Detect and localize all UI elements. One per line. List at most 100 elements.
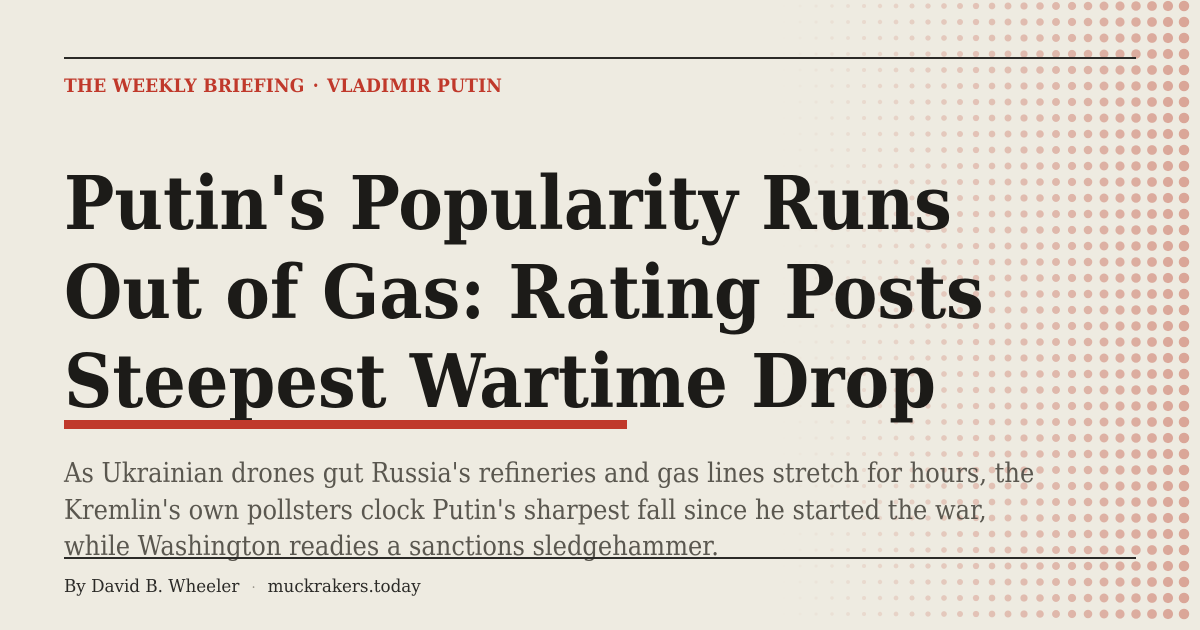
halftone-dot <box>988 242 996 250</box>
halftone-dot <box>1052 434 1060 442</box>
halftone-dot <box>1067 497 1077 507</box>
halftone-dot <box>1099 465 1109 475</box>
halftone-dot <box>1099 337 1109 347</box>
halftone-dot <box>1147 433 1157 443</box>
halftone-dot <box>1004 322 1012 330</box>
halftone-dot <box>1162 256 1174 268</box>
halftone-dot <box>1147 193 1157 203</box>
halftone-dot <box>972 482 980 490</box>
halftone-dot <box>941 435 947 441</box>
halftone-dot <box>988 370 996 378</box>
halftone-dot <box>925 419 931 425</box>
halftone-dot <box>830 436 834 440</box>
halftone-dot <box>830 420 834 424</box>
halftone-dot <box>909 563 915 569</box>
halftone-dot <box>782 132 786 136</box>
halftone-dot <box>941 67 947 73</box>
halftone-dot <box>988 402 996 410</box>
halftone-dot <box>893 483 899 489</box>
halftone-dot <box>1083 385 1093 395</box>
halftone-dot <box>1020 194 1028 202</box>
halftone-dot <box>988 354 996 362</box>
halftone-dot <box>830 164 834 168</box>
halftone-dot <box>1178 352 1190 364</box>
halftone-dot <box>1162 64 1174 76</box>
halftone-dot <box>1083 609 1093 619</box>
halftone-dot <box>830 36 834 40</box>
halftone-dot <box>1162 464 1174 476</box>
halftone-dot <box>957 291 963 297</box>
halftone-dot <box>893 115 899 121</box>
halftone-dot <box>1020 290 1028 298</box>
halftone-dot <box>1099 161 1109 171</box>
halftone-dot <box>1099 385 1109 395</box>
halftone-dot <box>846 324 850 328</box>
halftone-dot <box>1115 321 1125 331</box>
halftone-dot <box>782 52 786 56</box>
halftone-dot <box>1004 418 1012 426</box>
halftone-dot <box>1067 17 1077 27</box>
byline-site[interactable]: muckrakers.today <box>267 576 421 597</box>
halftone-dot <box>1099 353 1109 363</box>
halftone-dot <box>893 35 899 41</box>
halftone-dot <box>1020 2 1028 10</box>
halftone-dot <box>1036 338 1044 346</box>
halftone-dot <box>988 434 996 442</box>
dek-line-2: Kremlin's own pollsters clock Putin's sh… <box>64 494 987 526</box>
halftone-dot <box>957 179 963 185</box>
halftone-dot <box>1099 529 1109 539</box>
halftone-dot <box>861 547 867 553</box>
halftone-dot <box>1115 49 1125 59</box>
halftone-dot <box>909 483 915 489</box>
halftone-dot <box>814 340 818 344</box>
halftone-dot <box>1083 33 1093 43</box>
halftone-dot <box>909 131 915 137</box>
halftone-dot <box>972 50 980 58</box>
halftone-dot <box>782 20 786 24</box>
halftone-dot <box>957 483 963 489</box>
halftone-dot <box>925 131 931 137</box>
halftone-dot <box>1099 97 1109 107</box>
halftone-dot <box>1020 498 1028 506</box>
halftone-dot <box>1067 97 1077 107</box>
halftone-dot <box>1052 354 1060 362</box>
halftone-dot <box>877 131 883 137</box>
halftone-dot <box>1020 18 1028 26</box>
kicker-section[interactable]: THE WEEKLY BRIEFING <box>64 75 305 97</box>
halftone-dot <box>877 275 883 281</box>
halftone-dot <box>1036 210 1044 218</box>
halftone-dot <box>1036 594 1044 602</box>
halftone-dot <box>1147 273 1157 283</box>
halftone-dot <box>893 19 899 25</box>
halftone-dot <box>1099 545 1109 555</box>
halftone-dot <box>1004 338 1012 346</box>
halftone-dot <box>846 100 850 104</box>
halftone-dot <box>1147 145 1157 155</box>
halftone-dot <box>1052 194 1060 202</box>
halftone-dot <box>1115 17 1125 27</box>
halftone-dot <box>1099 321 1109 331</box>
halftone-dot <box>1052 82 1060 90</box>
kicker-topic[interactable]: VLADIMIR PUTIN <box>326 75 503 97</box>
halftone-dot <box>1115 145 1125 155</box>
halftone-dot <box>1020 258 1028 266</box>
halftone-dot <box>1178 0 1190 12</box>
halftone-dot <box>1178 208 1190 220</box>
halftone-dot <box>1083 417 1093 427</box>
halftone-dot <box>972 18 980 26</box>
halftone-dot <box>830 404 834 408</box>
halftone-dot <box>830 612 834 616</box>
halftone-dot <box>798 84 802 88</box>
halftone-dot <box>957 35 963 41</box>
halftone-dot <box>1178 16 1190 28</box>
halftone-dot <box>1052 610 1060 618</box>
halftone-dot <box>1147 65 1157 75</box>
halftone-dot <box>1052 306 1060 314</box>
halftone-dot <box>972 178 980 186</box>
halftone-dot <box>988 18 996 26</box>
dek: As Ukrainian drones gut Russia's refiner… <box>64 456 1164 566</box>
halftone-dot <box>877 211 883 217</box>
halftone-dot <box>925 371 931 377</box>
halftone-dot <box>830 564 834 568</box>
halftone-dot <box>1036 2 1044 10</box>
